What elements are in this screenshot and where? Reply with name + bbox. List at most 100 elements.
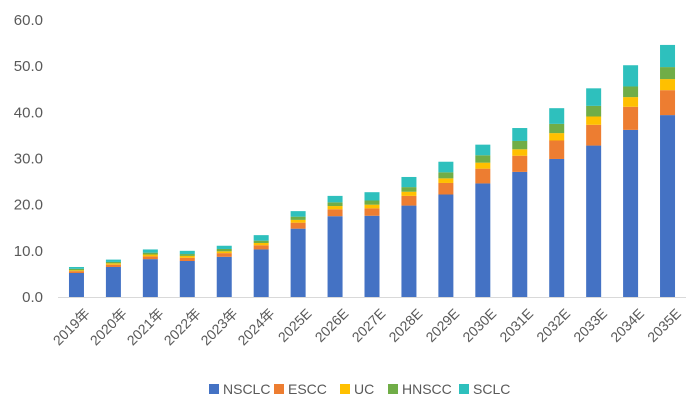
bar-uc-14 xyxy=(586,116,602,125)
bar-escc-3 xyxy=(179,257,195,261)
bar-uc-12 xyxy=(512,149,528,156)
legend-label: UC xyxy=(354,381,374,397)
legend-swatch xyxy=(340,384,350,394)
bar-hnscc-2 xyxy=(142,252,158,255)
bar-sclc-6 xyxy=(290,211,306,217)
x-tick-label: 2034E xyxy=(607,305,647,345)
legend-item-hnscc: HNSCC xyxy=(388,381,452,397)
x-tick-label: 2030E xyxy=(459,305,499,345)
legend-swatch xyxy=(459,384,469,394)
bar-sclc-16 xyxy=(660,44,676,68)
x-tick-label: 2022年 xyxy=(161,305,204,348)
legend-label: HNSCC xyxy=(402,381,452,397)
bar-escc-15 xyxy=(623,106,639,130)
bar-hnscc-5 xyxy=(253,240,269,243)
bar-hnscc-10 xyxy=(438,172,454,179)
x-tick-label: 2035E xyxy=(644,305,684,345)
bar-nsclc-9 xyxy=(401,205,417,297)
legend-label: SCLC xyxy=(473,381,510,397)
bar-nsclc-5 xyxy=(253,249,269,297)
bar-nsclc-7 xyxy=(327,216,343,297)
bar-hnscc-16 xyxy=(660,67,676,80)
legend-item-nsclc: NSCLC xyxy=(209,381,270,397)
bar-escc-7 xyxy=(327,209,343,217)
bar-sclc-8 xyxy=(364,192,380,201)
bar-escc-0 xyxy=(68,271,84,273)
x-tick-label: 2024年 xyxy=(234,305,277,348)
bar-sclc-2 xyxy=(142,249,158,253)
bar-nsclc-15 xyxy=(623,129,639,297)
bar-sclc-10 xyxy=(438,161,454,173)
bar-escc-6 xyxy=(290,222,306,229)
bar-hnscc-8 xyxy=(364,200,380,205)
bar-escc-16 xyxy=(660,90,676,116)
x-axis: 2019年2020年2021年2022年2023年2024年2025E2026E… xyxy=(50,305,684,348)
bar-sclc-11 xyxy=(475,144,491,156)
bar-nsclc-0 xyxy=(68,272,84,297)
bar-sclc-3 xyxy=(179,250,195,255)
bar-escc-14 xyxy=(586,124,602,146)
bars xyxy=(68,44,676,297)
bar-nsclc-2 xyxy=(142,259,158,297)
bar-hnscc-12 xyxy=(512,140,528,150)
x-tick-label: 2020年 xyxy=(87,305,130,348)
x-tick-label: 2027E xyxy=(349,305,389,345)
bar-uc-4 xyxy=(216,251,232,254)
bar-uc-13 xyxy=(549,133,565,141)
bar-hnscc-4 xyxy=(216,248,232,252)
bar-nsclc-11 xyxy=(475,183,491,297)
bar-uc-15 xyxy=(623,97,639,107)
bar-nsclc-6 xyxy=(290,228,306,297)
bar-hnscc-9 xyxy=(401,187,417,192)
bar-escc-1 xyxy=(105,264,121,267)
bar-nsclc-3 xyxy=(179,260,195,297)
bar-nsclc-16 xyxy=(660,115,676,297)
x-tick-label: 2032E xyxy=(533,305,573,345)
bar-nsclc-14 xyxy=(586,145,602,297)
bar-hnscc-3 xyxy=(179,254,195,256)
bar-nsclc-1 xyxy=(105,266,121,297)
bar-nsclc-12 xyxy=(512,171,528,297)
bar-uc-10 xyxy=(438,178,454,183)
bar-hnscc-14 xyxy=(586,105,602,117)
bar-sclc-4 xyxy=(216,245,232,249)
y-tick-label: 60.0 xyxy=(14,12,43,29)
bar-hnscc-1 xyxy=(105,261,121,264)
legend-swatch xyxy=(274,384,284,394)
bar-uc-7 xyxy=(327,206,343,210)
x-tick-label: 2023年 xyxy=(197,305,240,348)
y-tick-label: 0.0 xyxy=(22,289,43,306)
y-tick-label: 20.0 xyxy=(14,197,43,214)
bar-hnscc-13 xyxy=(549,123,565,134)
bar-sclc-9 xyxy=(401,176,417,188)
x-tick-label: 2021年 xyxy=(124,305,167,348)
bar-sclc-14 xyxy=(586,88,602,106)
bar-uc-9 xyxy=(401,191,417,196)
bar-uc-11 xyxy=(475,162,491,169)
bar-uc-3 xyxy=(179,255,195,258)
legend-item-escc: ESCC xyxy=(274,381,327,397)
legend-item-uc: UC xyxy=(340,381,374,397)
legend-swatch xyxy=(209,384,219,394)
x-tick-label: 2028E xyxy=(385,305,425,345)
bar-hnscc-11 xyxy=(475,155,491,163)
bar-sclc-7 xyxy=(327,195,343,203)
x-tick-label: 2019年 xyxy=(50,305,93,348)
bar-uc-1 xyxy=(105,263,121,265)
bar-sclc-15 xyxy=(623,65,639,87)
bar-escc-10 xyxy=(438,182,454,195)
bar-escc-11 xyxy=(475,168,491,184)
bar-sclc-1 xyxy=(105,259,121,262)
bar-hnscc-0 xyxy=(68,268,84,271)
bar-escc-13 xyxy=(549,140,565,159)
bar-uc-5 xyxy=(253,242,269,246)
x-tick-label: 2033E xyxy=(570,305,610,345)
y-tick-label: 10.0 xyxy=(14,243,43,260)
legend: NSCLC ESCC UC HNSCC SCLC xyxy=(209,381,510,397)
bar-uc-6 xyxy=(290,219,306,223)
bar-hnscc-7 xyxy=(327,202,343,207)
legend-label: NSCLC xyxy=(223,381,270,397)
x-tick-label: 2025E xyxy=(275,305,315,345)
bar-escc-9 xyxy=(401,195,417,206)
